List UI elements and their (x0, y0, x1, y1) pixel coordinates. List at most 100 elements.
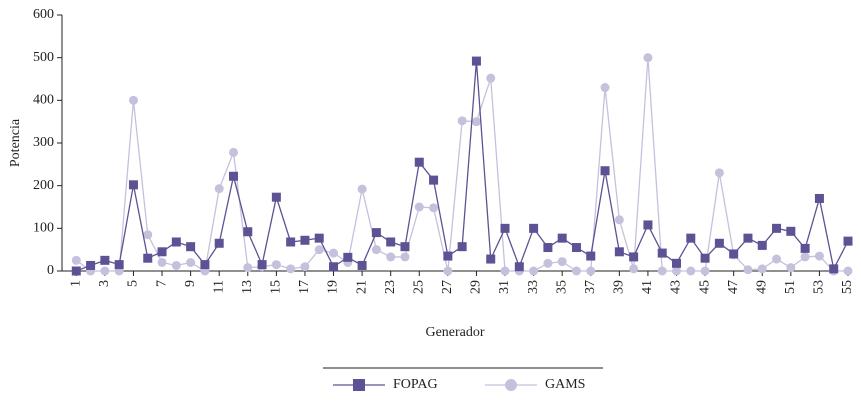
data-point (471, 117, 481, 127)
data-point (343, 252, 353, 262)
data-point (414, 202, 424, 212)
data-point (71, 255, 81, 265)
data-point (186, 257, 196, 267)
data-point (386, 237, 396, 247)
data-point (286, 264, 296, 274)
x-tick-label: 31 (497, 280, 512, 294)
x-tick-label: 27 (440, 280, 455, 294)
data-point (100, 255, 110, 265)
x-tick-label: 39 (612, 280, 627, 294)
x-tick-label: 7 (154, 280, 169, 287)
data-point (629, 252, 639, 262)
data-point (772, 254, 782, 264)
data-point (471, 56, 481, 66)
data-point (843, 266, 853, 276)
data-point (772, 223, 782, 233)
data-point (514, 262, 524, 272)
data-point (814, 193, 824, 203)
data-point (657, 248, 667, 258)
data-point (757, 264, 767, 274)
y-tick-label: 200 (33, 178, 54, 193)
data-point (543, 243, 553, 253)
x-tick-label: 19 (326, 280, 341, 294)
x-tick-label: 17 (297, 280, 312, 294)
data-point (843, 236, 853, 246)
data-point (700, 266, 710, 276)
data-point (429, 203, 439, 213)
x-axis-label: Generador (425, 325, 484, 340)
data-point (557, 257, 567, 267)
data-point (286, 237, 296, 247)
data-point (814, 251, 824, 261)
data-point (800, 243, 810, 253)
data-point (157, 247, 167, 257)
data-point (529, 266, 539, 276)
data-point (629, 264, 639, 274)
data-point (186, 242, 196, 252)
x-tick-label: 47 (726, 280, 741, 294)
data-point (757, 240, 767, 250)
data-point (300, 235, 310, 245)
x-tick-label: 3 (97, 280, 112, 287)
data-point (400, 242, 410, 252)
data-point (143, 230, 153, 240)
x-tick-label: 29 (469, 280, 484, 294)
data-point (486, 73, 496, 83)
legend-label: FOPAG (393, 377, 438, 392)
data-point (214, 184, 224, 194)
data-point (243, 227, 253, 237)
x-tick-label: 9 (183, 280, 198, 287)
data-point (786, 226, 796, 236)
x-tick-label: 43 (669, 280, 684, 294)
y-tick-label: 400 (33, 93, 54, 108)
data-point (143, 253, 153, 263)
data-point (357, 260, 367, 270)
legend-label: GAMS (545, 377, 585, 392)
data-point (429, 175, 439, 185)
x-tick-label: 55 (840, 280, 855, 294)
series-line (76, 61, 849, 272)
data-point (743, 265, 753, 275)
legend-marker (505, 379, 517, 391)
data-point (443, 251, 453, 261)
y-tick-label: 600 (33, 7, 54, 22)
data-point (457, 116, 467, 126)
data-point (228, 147, 238, 157)
data-point (114, 260, 124, 270)
data-point (714, 238, 724, 248)
data-point (571, 243, 581, 253)
y-tick-label: 500 (33, 50, 54, 65)
data-point (614, 247, 624, 257)
data-point (214, 238, 224, 248)
data-point (329, 248, 339, 258)
data-point (486, 254, 496, 264)
data-point (357, 184, 367, 194)
data-point (500, 266, 510, 276)
x-tick-label: 21 (354, 280, 369, 294)
data-point (800, 252, 810, 262)
x-tick-label: 35 (554, 280, 569, 294)
data-point (829, 264, 839, 274)
data-point (128, 95, 138, 105)
data-point (329, 262, 339, 272)
x-tick-label: 37 (583, 280, 598, 294)
data-point (257, 260, 267, 270)
data-point (557, 233, 567, 243)
x-tick-label: 53 (812, 280, 827, 294)
data-point (243, 263, 253, 273)
data-point (171, 237, 181, 247)
data-point (371, 228, 381, 238)
data-point (314, 233, 324, 243)
x-tick-label: 49 (754, 280, 769, 294)
x-tick-label: 41 (640, 280, 655, 294)
data-point (686, 233, 696, 243)
data-point (157, 257, 167, 267)
data-point (128, 180, 138, 190)
data-point (271, 260, 281, 270)
x-tick-label: 1 (69, 280, 84, 287)
x-tick-label: 5 (126, 280, 141, 287)
legend-marker (353, 379, 365, 391)
data-point (729, 249, 739, 259)
data-point (700, 253, 710, 263)
data-point (743, 233, 753, 243)
